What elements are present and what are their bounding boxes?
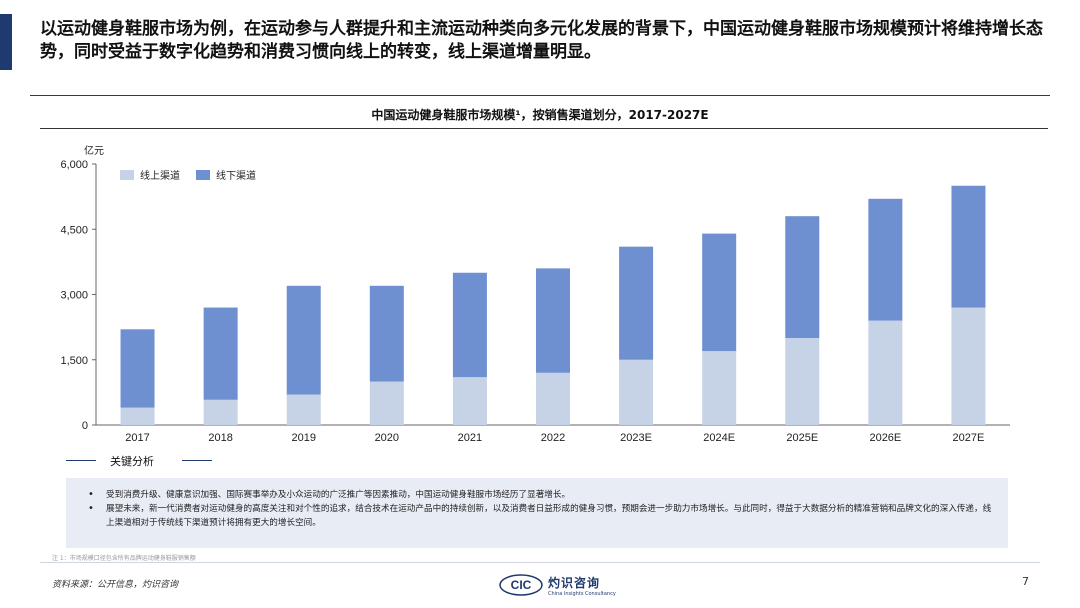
bar-offline [203,307,238,400]
logo-english-name: China Insights Consultancy [548,590,616,597]
bar-offline [868,198,903,321]
analysis-bullet-2: 展望未来，新一代消费者对运动健身的高度关注和对个性的追求，结合技术在运动产品中的… [88,502,992,530]
legend-label: 线下渠道 [216,169,256,182]
bar-online [702,351,737,425]
svg-text:CIC: CIC [511,578,532,592]
x-tick-label: 2020 [375,432,399,444]
x-tick-label: 2018 [208,432,232,444]
bar-online [120,407,155,425]
bar-online [868,320,903,425]
chart-title: 中国运动健身鞋服市场规模¹，按销售渠道划分，2017-2027E [371,108,709,122]
bar-offline [369,285,404,382]
x-tick-label: 2019 [291,432,315,444]
key-analysis-header: 关键分析 [66,452,212,468]
stacked-bar-chart: 亿元 0 1,500 3,000 4,500 6,000 2017 2018 2019 2020 2… [60,144,1010,444]
bottom-divider [40,562,1040,563]
bar-offline [619,246,654,360]
analysis-bullet-1: 受到消费升级、健康意识加强、国际赛事举办及小众运动的广泛推广等因素推动，中国运动… [88,488,992,502]
x-tick-label: 2022 [541,432,565,444]
bar-online [203,399,238,425]
bar-online [619,359,654,425]
y-tick-label: 0 [82,420,88,432]
logo-chinese-name: 灼识咨询 [548,575,601,590]
bar-offline [286,285,321,395]
key-analysis-label: 关键分析 [110,455,154,468]
y-tick-label: 6,000 [60,159,88,171]
bar-offline [452,272,487,378]
x-tick-label: 2024E [703,432,735,444]
bar-online [452,377,487,425]
key-analysis-box: 受到消费升级、健康意识加强、国际赛事举办及小众运动的广泛推广等因素推动，中国运动… [66,478,1008,548]
bar-online [785,338,820,425]
x-tick-label: 2023E [620,432,652,444]
y-tick-label: 1,500 [60,355,88,367]
chart-title-divider [40,128,1048,129]
x-tick-label: 2027E [953,432,985,444]
bar-online [286,394,321,425]
bar-online [369,381,404,425]
legend-swatch [120,170,134,180]
bar-offline [951,185,986,308]
key-analysis-line-left [66,460,96,461]
x-tick-label: 2026E [869,432,901,444]
legend-swatch [196,170,210,180]
y-unit-label: 亿元 [84,144,104,157]
page-number: 7 [1022,575,1029,588]
bar-offline [120,329,155,408]
footnote: 注 1：市场规模口径包含所有品牌运动健身鞋服销售额 [52,555,196,562]
top-divider [30,95,1050,96]
x-tick-label: 2025E [786,432,818,444]
legend-label: 线上渠道 [140,169,180,182]
x-tick-label: 2017 [125,432,149,444]
y-tick-label: 3,000 [60,290,88,302]
x-tick-label: 2021 [458,432,482,444]
left-accent-bar [0,14,12,70]
source-note: 资料来源：公开信息，灼识咨询 [52,580,179,590]
bar-online [536,372,570,425]
bar-offline [536,268,570,373]
cic-logo-icon: CIC [499,574,543,596]
bar-offline [702,233,737,352]
y-tick-label: 4,500 [60,224,88,236]
page-headline: 以运动健身鞋服市场为例，在运动参与人群提升和主流运动种类向多元化发展的背景下，中… [40,19,1043,62]
company-logo: CIC 灼识咨询 China Insights Consultancy [498,572,616,598]
key-analysis-line-right [182,460,212,461]
bar-offline [785,216,820,338]
bar-online [951,307,986,425]
